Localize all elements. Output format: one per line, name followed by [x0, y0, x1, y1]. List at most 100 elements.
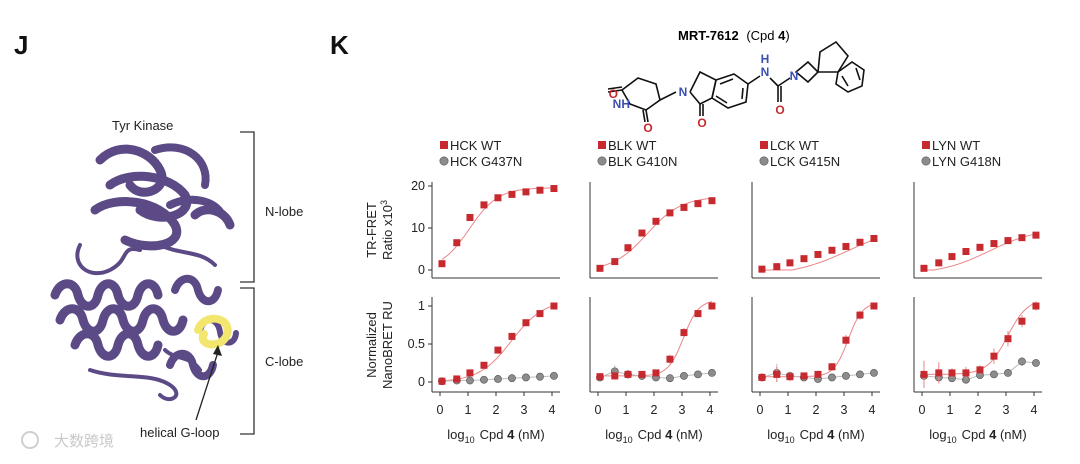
nanobret-wt-point [1018, 317, 1026, 325]
nanobret-mutant-point [990, 370, 998, 379]
x-tick-label: 4 [549, 403, 556, 417]
legend-wt-label: LCK WT [770, 138, 819, 153]
top-y-tick-label: 0 [418, 263, 425, 277]
nanobret-mutant-point [480, 375, 488, 384]
tyr-kinase-label: Tyr Kinase [112, 118, 173, 133]
legend-wt-marker [760, 141, 768, 149]
trfret-wt-point [708, 197, 716, 205]
top-y-title-line2: Ratio x103 [379, 200, 395, 260]
compound-bonds [607, 40, 865, 123]
nanobret-wt-point [828, 363, 836, 371]
legend-mutant-label: LYN G418N [932, 154, 1001, 169]
legend-wt-label: BLK WT [608, 138, 656, 153]
nanobret-mutant-point [666, 374, 674, 383]
x-tick-label: 1 [465, 403, 472, 417]
compound-structure: MRT-7612 (Cpd 4) [607, 28, 865, 135]
nanobret-wt-point [870, 302, 878, 310]
trfret-wt-point [508, 190, 516, 198]
x-tick-label: 3 [679, 403, 686, 417]
legend-wt-marker [598, 141, 606, 149]
atom-o-urea: O [775, 103, 784, 117]
panel-j-letter: J [14, 30, 28, 60]
trfret-wt-point [596, 264, 604, 272]
trfret-wt-point [828, 246, 836, 254]
nanobret-wt-point [990, 352, 998, 360]
atom-h-urea: H [761, 52, 770, 66]
nanobret-wt-point [536, 310, 544, 318]
x-axis-title: log10 Cpd 4 (nM) [605, 427, 702, 445]
x-tick-label: 0 [437, 403, 444, 417]
nanobret-wt-point [494, 346, 502, 354]
trfret-wt-point [522, 188, 530, 196]
nanobret-mutant-point [508, 374, 516, 383]
nanobret-mutant-point [842, 372, 850, 380]
x-tick-label: 0 [595, 403, 602, 417]
trfret-fit-curve [924, 233, 1037, 271]
x-tick-label: 2 [813, 403, 820, 417]
nanobret-wt-point [666, 355, 674, 363]
trfret-wt-point [480, 201, 488, 209]
bottom-y-tick-label: 1 [418, 299, 425, 313]
kinase-structure: Tyr Kinase N-lobe C-lobe [50, 118, 303, 440]
atom-n-isoindolinone: N [679, 85, 688, 99]
trfret-wt-point [536, 186, 544, 194]
nanobret-mutant-point [870, 368, 878, 377]
nanobret-wt-point [856, 311, 864, 319]
nanobret-wt-point [453, 375, 461, 383]
compound-cpd-prefix: (Cpd [746, 28, 778, 43]
g-loop-arrowhead [213, 345, 222, 356]
nanobret-mutant-point [856, 370, 864, 379]
nanobret-wt-point [962, 369, 970, 377]
trfret-wt-point [694, 200, 702, 208]
bottom-y-title-line2: NanoBRET RU [380, 301, 395, 389]
nanobret-wt-point [800, 372, 808, 380]
compound-title: MRT-7612 (Cpd 4) [678, 28, 790, 43]
nanobret-mutant-point [494, 375, 502, 383]
watermark-icon [21, 431, 39, 449]
compound-cpd-suffix: ) [785, 28, 789, 43]
bottom-y-tick-label: 0 [418, 375, 425, 389]
trfret-fit-curve [762, 239, 875, 271]
nanobret-wt-point [773, 370, 781, 378]
legend-mutant-label: LCK G415N [770, 154, 840, 169]
nanobret-mutant-point [466, 376, 474, 385]
nanobret-wt-point [466, 369, 474, 377]
compound-cpd-number: 4 [778, 28, 786, 43]
x-tick-label: 3 [1003, 403, 1010, 417]
x-tick-label: 0 [757, 403, 764, 417]
trfret-wt-point [466, 214, 474, 221]
helical-g-loop [194, 314, 232, 349]
nanobret-wt-fit-curve [441, 305, 555, 382]
watermark-text: 大数跨境 [54, 432, 114, 450]
nanobret-wt-point [652, 369, 660, 377]
nanobret-mutant-point [828, 373, 836, 382]
nanobret-mutant-point [550, 372, 558, 380]
x-tick-label: 1 [785, 403, 792, 417]
nanobret-wt-point [508, 332, 516, 340]
legend-mutant-marker [597, 156, 607, 166]
top-y-title-line1: TR-FRET [364, 202, 379, 258]
legend-wt-marker [922, 141, 930, 149]
bottom-y-title-line1: Normalized [364, 312, 379, 378]
nanobret-mutant-point [680, 372, 688, 380]
x-axis-title: log10 Cpd 4 (nM) [929, 427, 1026, 445]
trfret-wt-point [680, 203, 688, 211]
trfret-wt-point [842, 242, 850, 250]
trfret-wt-point [786, 259, 794, 267]
atom-o-imide: O [643, 121, 652, 135]
n-lobe-label: N-lobe [265, 204, 303, 219]
nanobret-wt-point [920, 370, 928, 378]
compound-name: MRT-7612 [678, 28, 739, 43]
trfret-wt-point [652, 217, 660, 225]
nanobret-wt-point [786, 373, 794, 381]
legend-mutant-marker [439, 156, 449, 166]
trfret-wt-point [773, 263, 781, 271]
x-tick-label: 4 [869, 403, 876, 417]
top-y-tick-label: 20 [411, 179, 425, 193]
g-loop-arrow [195, 351, 219, 421]
nanobret-wt-point [550, 302, 558, 310]
